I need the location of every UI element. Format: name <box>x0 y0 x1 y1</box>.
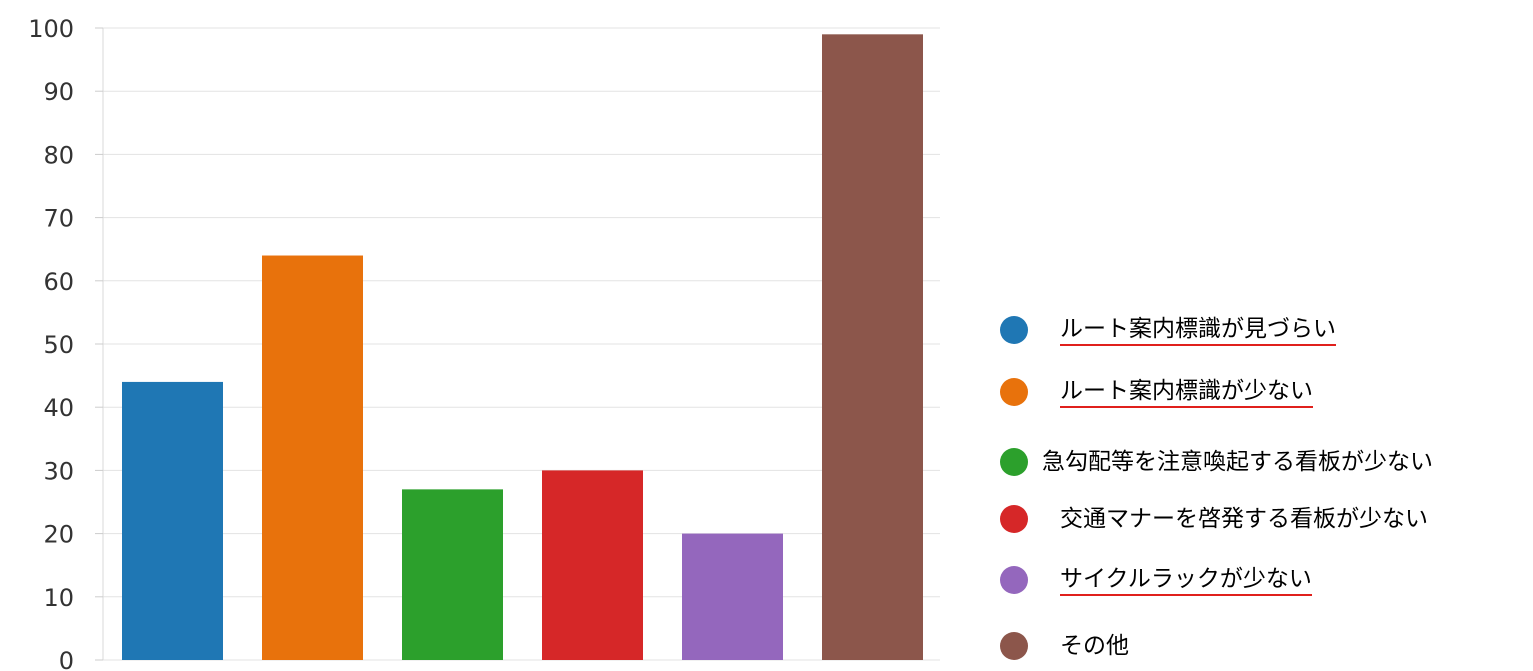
legend-item: ルート案内標識が少ない <box>1000 375 1313 409</box>
bar <box>822 34 923 660</box>
y-tick-label: 90 <box>43 78 74 106</box>
legend-label: ルート案内標識が少ない <box>1060 376 1313 408</box>
legend-label: サイクルラックが少ない <box>1060 564 1312 596</box>
y-tick-label: 100 <box>28 15 74 43</box>
y-tick-label: 50 <box>43 331 74 359</box>
y-tick-label: 20 <box>43 521 74 549</box>
y-tick-label: 30 <box>43 457 74 485</box>
bar <box>402 489 503 660</box>
legend-item: サイクルラックが少ない <box>1000 563 1312 597</box>
legend-marker-icon <box>1000 378 1028 406</box>
bar <box>122 381 223 660</box>
bar <box>262 255 363 660</box>
gridlines <box>103 27 940 661</box>
legend-item: その他 <box>1000 629 1129 663</box>
y-axis: 0 10 20 30 40 50 60 70 80 90 100 <box>28 15 104 671</box>
y-tick-label: 60 <box>43 268 74 296</box>
legend-marker-icon <box>1000 632 1028 660</box>
bar-chart: 0 10 20 30 40 50 60 70 80 90 100 <box>28 15 940 671</box>
legend-marker-icon <box>1000 505 1028 533</box>
y-tick-label: 10 <box>43 584 74 612</box>
legend-marker-icon <box>1000 316 1028 344</box>
y-tick-label: 70 <box>43 205 74 233</box>
y-tick-label: 40 <box>43 394 74 422</box>
legend-marker-icon <box>1000 566 1028 594</box>
y-tick-label: 80 <box>43 141 74 169</box>
legend-label: 交通マナーを啓発する看板が少ない <box>1060 506 1428 532</box>
legend-item: ルート案内標識が見づらい <box>1000 313 1336 347</box>
legend: ルート案内標識が見づらい ルート案内標識が少ない 急勾配等を注意喚起する看板が少… <box>1000 0 1533 671</box>
bar <box>682 533 783 660</box>
legend-label: その他 <box>1060 633 1129 659</box>
bar <box>542 470 643 660</box>
legend-item: 交通マナーを啓発する看板が少ない <box>1000 502 1428 536</box>
legend-label: ルート案内標識が見づらい <box>1060 314 1336 346</box>
legend-marker-icon <box>1000 448 1028 476</box>
bars <box>122 34 923 660</box>
legend-label: 急勾配等を注意喚起する看板が少ない <box>1042 449 1433 475</box>
legend-item: 急勾配等を注意喚起する看板が少ない <box>1000 445 1433 479</box>
y-tick-label: 0 <box>59 647 74 671</box>
